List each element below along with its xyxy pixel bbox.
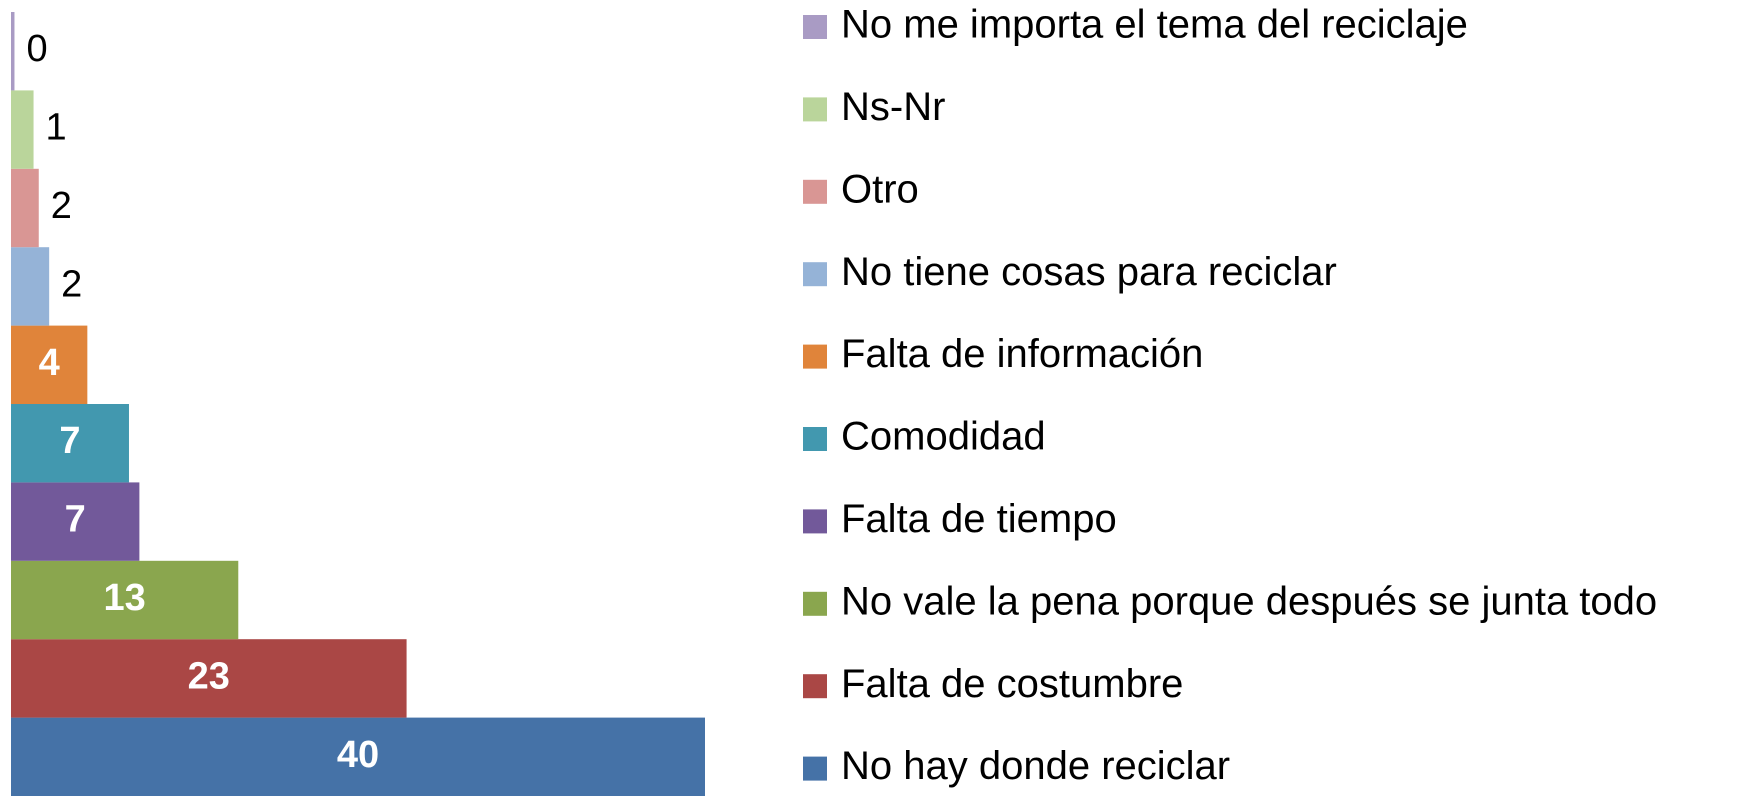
legend-label: No tiene cosas para reciclar	[841, 250, 1337, 294]
bar	[11, 717, 705, 796]
legend-label: Comodidad	[841, 415, 1046, 459]
legend-label: Otro	[841, 167, 919, 211]
legend-swatch	[803, 344, 827, 369]
bar	[11, 168, 39, 248]
data-label: 40	[337, 734, 379, 776]
legend-swatch	[803, 262, 827, 287]
data-label: 7	[65, 499, 86, 541]
legend-swatch	[803, 509, 827, 534]
legend-swatch	[803, 97, 827, 122]
legend-label: Falta de costumbre	[841, 662, 1183, 706]
legend-label: No me importa el tema del reciclaje	[841, 3, 1468, 47]
legend-swatch	[803, 756, 827, 781]
data-label: 4	[39, 342, 60, 384]
bar	[11, 482, 140, 561]
legend-label: Falta de tiempo	[841, 497, 1117, 541]
legend-swatch	[803, 591, 827, 616]
bar	[11, 247, 50, 326]
bar	[11, 560, 239, 640]
legend-swatch	[803, 674, 827, 699]
bar	[11, 12, 15, 91]
data-label: 0	[26, 28, 47, 70]
bar	[11, 639, 407, 718]
bar	[11, 404, 129, 483]
data-label: 2	[51, 185, 72, 227]
legend-label: Ns-Nr	[841, 85, 945, 129]
bar	[11, 325, 88, 404]
bar	[11, 90, 34, 169]
data-label: 2	[61, 263, 82, 305]
legend-label: Falta de información	[841, 332, 1203, 376]
data-label: 23	[188, 655, 230, 697]
data-label: 1	[46, 107, 67, 149]
data-label: 7	[59, 420, 80, 462]
data-label: 13	[104, 577, 146, 619]
legend-label: No vale la pena porque después se junta …	[841, 579, 1657, 623]
legend-label: No hay donde reciclar	[841, 744, 1230, 788]
legend-swatch	[803, 427, 827, 451]
legend-swatch	[803, 179, 827, 204]
legend-swatch	[803, 15, 827, 39]
